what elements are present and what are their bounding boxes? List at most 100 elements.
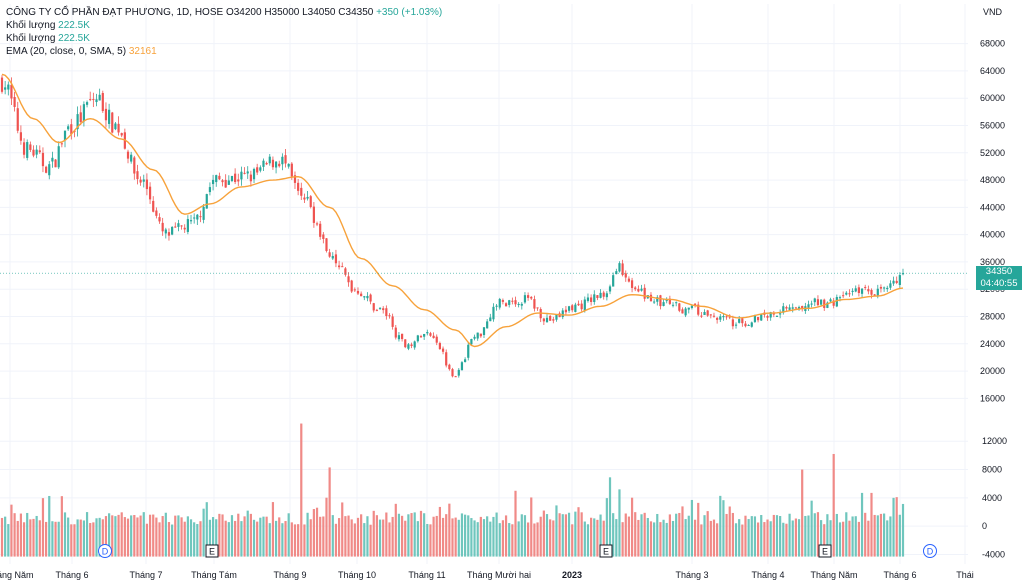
candle-body <box>262 160 265 167</box>
time-tick-label: Tháng 6 <box>55 570 88 580</box>
volume-bar <box>199 521 202 557</box>
candle-body <box>234 173 237 182</box>
candle-body <box>117 123 120 133</box>
volume-bar <box>356 517 360 557</box>
candle-body <box>341 266 344 268</box>
candle-body <box>760 314 763 321</box>
volume-bar <box>832 453 835 557</box>
volume-bar <box>571 524 574 557</box>
volume-bar <box>224 520 227 557</box>
last-price-tag: 34350 04:40:55 <box>976 266 1022 291</box>
volume-bar <box>873 514 876 557</box>
candle-body <box>303 197 306 200</box>
candle-body <box>769 312 772 318</box>
volume-bar <box>599 514 602 557</box>
volume-bar <box>470 518 473 557</box>
volume-bar <box>813 513 816 557</box>
volume-legend-row-1[interactable]: Khối lượng 222.5K <box>6 19 442 32</box>
candle-body <box>854 288 857 292</box>
volume-bar <box>104 516 108 557</box>
ema-legend-row[interactable]: EMA (20, close, 0, SMA, 5) 32161 <box>6 45 442 58</box>
volume-bar <box>152 514 155 557</box>
candle-body <box>385 308 388 317</box>
candle-body <box>530 296 533 299</box>
candle-body <box>186 219 189 232</box>
volume-bar <box>22 522 26 557</box>
candle-body <box>567 306 571 311</box>
volume-bar <box>703 515 706 557</box>
volume-bar <box>766 519 769 557</box>
candle-body <box>706 310 709 316</box>
candle-body <box>240 171 243 180</box>
candle-body <box>429 333 432 336</box>
candle-body <box>583 299 586 311</box>
volume-bar <box>561 514 564 557</box>
candle-body <box>492 306 495 320</box>
volume-bar <box>400 515 404 557</box>
candle-body <box>38 150 41 153</box>
symbol-legend-row[interactable]: CÔNG TY CỔ PHẦN ĐẠT PHƯƠNG, 1D, HOSE O34… <box>6 6 442 19</box>
candle-body <box>448 364 451 370</box>
volume-bar <box>243 516 246 557</box>
candle-body <box>624 273 627 278</box>
currency-label[interactable]: VND <box>982 7 1002 17</box>
volume-bar <box>174 515 177 557</box>
candle-body <box>845 292 848 295</box>
volume-bar <box>218 513 221 557</box>
candle-body <box>741 318 744 324</box>
candle-body <box>464 359 467 362</box>
candle-body <box>788 307 791 310</box>
volume-bar <box>322 516 325 557</box>
candle-body <box>293 175 297 183</box>
volume-bar <box>382 519 385 557</box>
candle-body <box>334 254 338 264</box>
candle-body <box>230 176 234 181</box>
volume-value: 222.5K <box>58 20 90 31</box>
volume-bar <box>183 521 186 557</box>
candle-body <box>504 303 508 307</box>
volume-bar <box>854 516 857 557</box>
candle-body <box>319 223 322 237</box>
volume-bar <box>347 515 350 557</box>
volume-bar <box>489 521 492 557</box>
volume-bar <box>590 517 593 557</box>
price-axis[interactable]: 68000 64000 60000 56000 52000 48000 44000 40000… <box>980 39 1005 404</box>
volume-bar <box>10 504 13 557</box>
volume-bar <box>564 514 568 557</box>
volume-bar <box>448 503 451 557</box>
volume-bar <box>634 512 637 557</box>
candle-body <box>590 297 593 302</box>
candle-body <box>779 313 782 315</box>
volume-bar <box>249 513 252 557</box>
volume-bar <box>256 521 259 557</box>
candle-body <box>70 124 73 135</box>
volume-bar <box>252 519 256 557</box>
candle-body <box>835 297 838 307</box>
candle-body <box>167 232 171 236</box>
volume-bar <box>898 514 901 557</box>
candle-body <box>615 271 618 275</box>
volume-bar <box>48 495 51 557</box>
candle-body <box>671 304 675 306</box>
time-tick-label: Tháng Mười hai <box>467 570 531 580</box>
volume-legend-row-2[interactable]: Khối lượng 222.5K <box>6 32 442 45</box>
candle-body <box>306 196 309 199</box>
candle-body <box>684 308 687 316</box>
volume-bar <box>659 522 662 557</box>
volume-bar <box>706 511 709 557</box>
volume-bar <box>671 520 675 557</box>
candle-body <box>797 307 801 309</box>
volume-bar <box>464 514 467 557</box>
volume-bar <box>842 521 845 557</box>
time-tick-label: Tháng Năm <box>810 570 857 580</box>
volume-bar <box>82 520 86 557</box>
candle-body <box>810 303 813 305</box>
candle-body <box>215 175 218 183</box>
candle-body <box>441 348 445 352</box>
time-axis[interactable]: Tháng Năm Tháng 6 Tháng 7 Tháng Tám Tháng 9 T… <box>0 570 974 580</box>
candle-body <box>665 300 668 302</box>
volume-bar <box>259 517 262 557</box>
candle-body <box>63 130 67 141</box>
